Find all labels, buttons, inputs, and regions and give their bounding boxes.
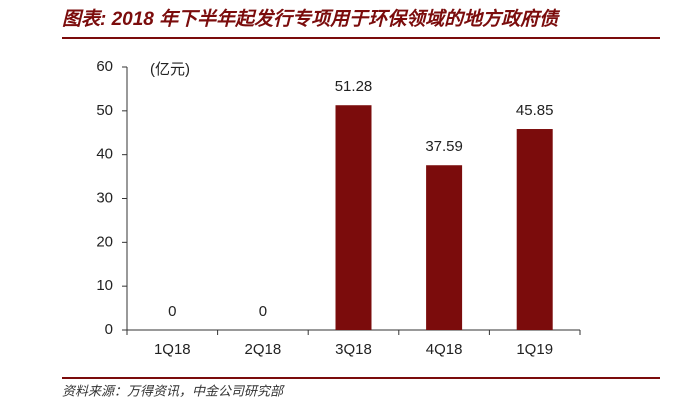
value-label: 0 xyxy=(259,303,267,320)
chart-title: 图表: 2018 年下半年起发行专项用于环保领域的地方政府债 xyxy=(62,8,561,30)
x-tick-label: 2Q18 xyxy=(245,341,282,358)
value-label: 51.28 xyxy=(335,78,373,95)
x-tick-label: 4Q18 xyxy=(426,341,463,358)
value-label: 0 xyxy=(168,303,176,320)
source-note: 资料来源：万得资讯，中金公司研究部 xyxy=(62,383,285,398)
bar xyxy=(335,105,372,331)
y-tick-label: 10 xyxy=(96,277,113,294)
y-tick-label: 20 xyxy=(96,233,113,250)
value-label: 45.85 xyxy=(516,102,554,119)
y-tick-label: 60 xyxy=(96,58,113,75)
value-label: 37.59 xyxy=(425,138,463,155)
bar xyxy=(516,129,553,330)
x-tick-label: 1Q19 xyxy=(516,341,553,358)
y-tick-label: 30 xyxy=(96,189,113,206)
unit-label: (亿元) xyxy=(150,61,190,78)
y-tick-label: 50 xyxy=(96,102,113,119)
y-tick-label: 40 xyxy=(96,146,113,163)
x-tick-label: 1Q18 xyxy=(154,341,191,358)
x-tick-label: 3Q18 xyxy=(335,341,372,358)
bar xyxy=(426,165,463,330)
y-tick-label: 0 xyxy=(105,321,113,338)
